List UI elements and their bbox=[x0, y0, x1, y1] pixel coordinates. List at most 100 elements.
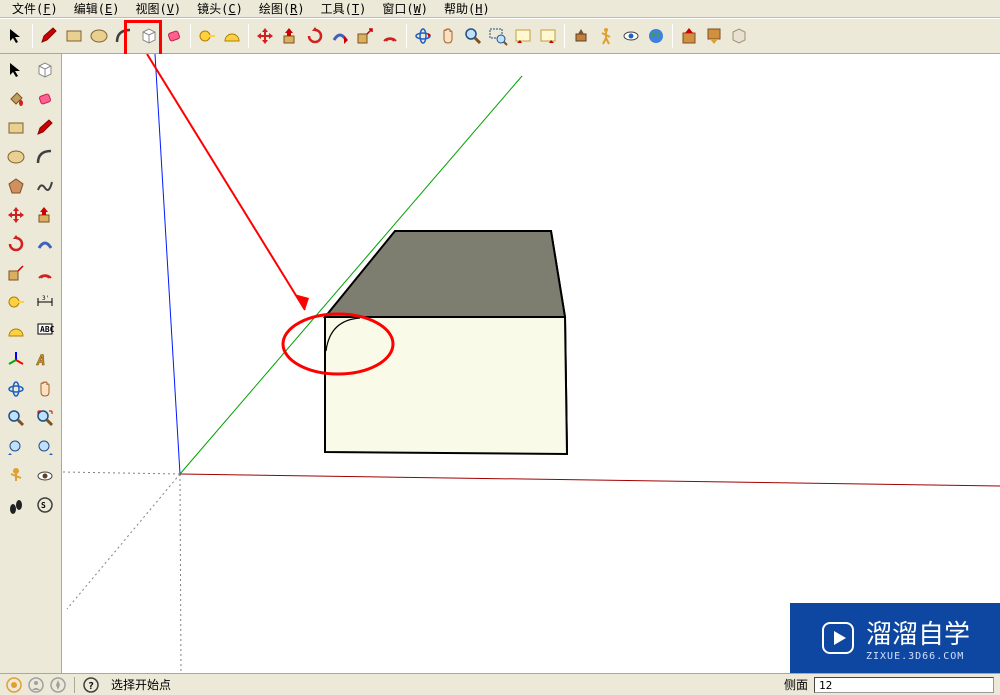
status-info-icon[interactable] bbox=[4, 675, 24, 695]
measure-label: 侧面 bbox=[784, 676, 808, 693]
box-front-face bbox=[325, 317, 567, 454]
next-tool[interactable] bbox=[536, 24, 560, 48]
scene-svg bbox=[62, 54, 1000, 673]
line-tool[interactable] bbox=[31, 114, 59, 142]
position-camera-tool[interactable] bbox=[569, 24, 593, 48]
share-tool[interactable] bbox=[702, 24, 726, 48]
measure-input[interactable]: 12 bbox=[814, 677, 994, 693]
status-hint: 选择开始点 bbox=[111, 676, 782, 693]
rotate-tool[interactable] bbox=[303, 24, 327, 48]
rectangle-tool[interactable] bbox=[2, 114, 30, 142]
rectangle-tool[interactable] bbox=[62, 24, 86, 48]
status-geo-icon[interactable] bbox=[48, 675, 68, 695]
axis-red bbox=[180, 474, 1000, 486]
move-tool[interactable] bbox=[2, 201, 30, 229]
tape-tool[interactable] bbox=[195, 24, 219, 48]
axis-blue-neg bbox=[180, 474, 181, 673]
separator bbox=[248, 24, 249, 48]
pushpull-tool[interactable] bbox=[278, 24, 302, 48]
pencil-tool[interactable] bbox=[37, 24, 61, 48]
protractor-tool[interactable] bbox=[220, 24, 244, 48]
move-tool[interactable] bbox=[253, 24, 277, 48]
main-area: 3' ABC A S bbox=[0, 54, 1000, 673]
orbit-tool[interactable] bbox=[411, 24, 435, 48]
menu-file[interactable]: 文件(F) bbox=[4, 0, 66, 18]
separator bbox=[564, 24, 565, 48]
position-camera-tool[interactable] bbox=[2, 462, 30, 490]
separator bbox=[190, 24, 191, 48]
eraser-tool[interactable] bbox=[162, 24, 186, 48]
rotate-tool[interactable] bbox=[2, 230, 30, 258]
pushpull-tool[interactable] bbox=[31, 201, 59, 229]
tape-tool[interactable] bbox=[2, 288, 30, 316]
svg-text:S: S bbox=[41, 501, 46, 510]
3dtext-tool[interactable]: A bbox=[31, 346, 59, 374]
watermark-title: 溜溜自学 bbox=[866, 614, 970, 651]
protractor-tool[interactable] bbox=[2, 317, 30, 345]
scale-tool[interactable] bbox=[2, 259, 30, 287]
zoom-tool[interactable] bbox=[461, 24, 485, 48]
dimension-tool[interactable]: 3' bbox=[31, 288, 59, 316]
walk-tool[interactable] bbox=[2, 491, 30, 519]
offset-tool[interactable] bbox=[31, 259, 59, 287]
circle-tool[interactable] bbox=[2, 143, 30, 171]
viewport[interactable] bbox=[62, 54, 1000, 673]
zoom-tool[interactable] bbox=[2, 404, 30, 432]
menu-tools[interactable]: 工具(T) bbox=[313, 0, 375, 18]
component-tool[interactable] bbox=[31, 56, 59, 84]
menu-help[interactable]: 帮助(H) bbox=[436, 0, 498, 18]
menu-bar: 文件(F) 编辑(E) 视图(V) 镜头(C) 绘图(R) 工具(T) 窗口(W… bbox=[0, 0, 1000, 18]
preview-tool[interactable] bbox=[727, 24, 751, 48]
separator bbox=[74, 677, 75, 693]
paintbucket-tool[interactable] bbox=[2, 85, 30, 113]
play-icon bbox=[820, 620, 856, 656]
separator bbox=[406, 24, 407, 48]
previous-tool[interactable] bbox=[511, 24, 535, 48]
select-tool[interactable] bbox=[2, 56, 30, 84]
orbit-tool[interactable] bbox=[2, 375, 30, 403]
look-around-tool[interactable] bbox=[619, 24, 643, 48]
separator bbox=[672, 24, 673, 48]
menu-window[interactable]: 窗口(W) bbox=[374, 0, 436, 18]
walk-tool[interactable] bbox=[594, 24, 618, 48]
polygon-tool[interactable] bbox=[2, 172, 30, 200]
top-toolbar bbox=[0, 18, 1000, 54]
svg-text:A: A bbox=[36, 353, 45, 369]
freehand-tool[interactable] bbox=[31, 172, 59, 200]
status-help-icon[interactable]: ? bbox=[81, 675, 101, 695]
menu-draw[interactable]: 绘图(R) bbox=[251, 0, 313, 18]
axis-red-neg bbox=[62, 472, 180, 474]
menu-view[interactable]: 视图(V) bbox=[127, 0, 189, 18]
select-tool[interactable] bbox=[4, 24, 28, 48]
separator bbox=[32, 24, 33, 48]
section-tool[interactable]: S bbox=[31, 491, 59, 519]
followme-tool[interactable] bbox=[328, 24, 352, 48]
status-user-icon[interactable] bbox=[26, 675, 46, 695]
followme-tool[interactable] bbox=[31, 230, 59, 258]
earth-tool[interactable] bbox=[644, 24, 668, 48]
look-around-tool[interactable] bbox=[31, 462, 59, 490]
arc-tool[interactable] bbox=[31, 143, 59, 171]
get-model-tool[interactable] bbox=[677, 24, 701, 48]
scale-tool[interactable] bbox=[353, 24, 377, 48]
eraser-tool[interactable] bbox=[31, 85, 59, 113]
text-tool[interactable]: ABC bbox=[31, 317, 59, 345]
pan-tool[interactable] bbox=[436, 24, 460, 48]
menu-edit[interactable]: 编辑(E) bbox=[66, 0, 128, 18]
svg-text:ABC: ABC bbox=[40, 325, 55, 334]
zoom-extents-tool[interactable] bbox=[31, 404, 59, 432]
watermark: 溜溜自学 ZIXUE.3D66.COM bbox=[790, 603, 1000, 673]
axes-tool[interactable] bbox=[2, 346, 30, 374]
offset-tool[interactable] bbox=[378, 24, 402, 48]
box-top-face bbox=[325, 231, 565, 317]
pan-tool[interactable] bbox=[31, 375, 59, 403]
circle-tool[interactable] bbox=[87, 24, 111, 48]
next-view-tool[interactable] bbox=[31, 433, 59, 461]
side-toolbar: 3' ABC A S bbox=[0, 54, 62, 673]
previous-view-tool[interactable] bbox=[2, 433, 30, 461]
zoom-window-tool[interactable] bbox=[486, 24, 510, 48]
svg-text:3': 3' bbox=[42, 295, 49, 302]
menu-camera[interactable]: 镜头(C) bbox=[189, 0, 251, 18]
svg-text:?: ? bbox=[88, 681, 94, 692]
annotation-arrow-head bbox=[294, 294, 309, 310]
